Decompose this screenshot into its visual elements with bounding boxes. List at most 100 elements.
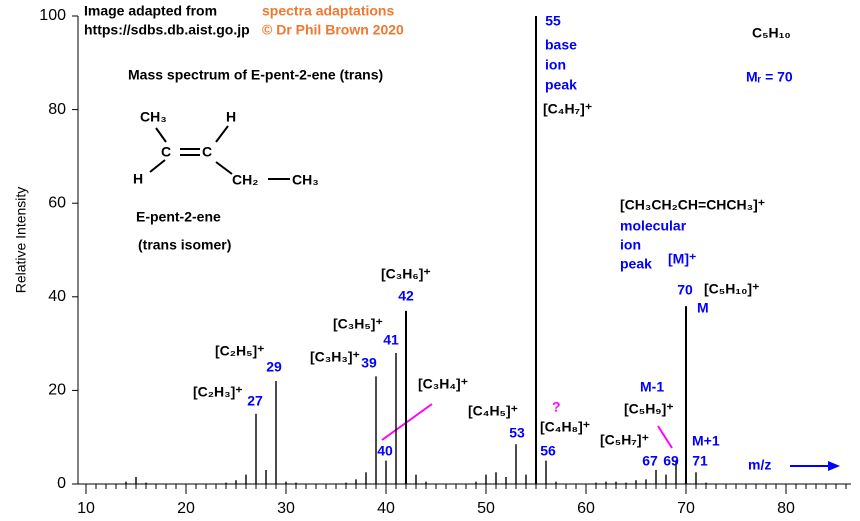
annotation: [CH₃CH₂CH=CHCH₃]⁺ <box>620 197 765 213</box>
annotation: [C₃H₆]⁺ <box>381 266 431 282</box>
x-tick-label: 30 <box>277 500 295 517</box>
annotation: [C₅H₉]⁺ <box>624 401 674 417</box>
y-tick-label: 80 <box>48 101 66 118</box>
x-tick-label: 10 <box>77 500 95 517</box>
x-tick-label: 40 <box>377 500 395 517</box>
annotation: molecular <box>620 218 687 234</box>
bar <box>365 472 367 484</box>
peak-label: 53 <box>509 425 525 441</box>
bar <box>275 381 277 484</box>
annotation: CH₃ <box>292 172 319 188</box>
bar <box>375 376 377 484</box>
bar <box>635 480 637 484</box>
x-tick-label: 50 <box>477 500 495 517</box>
bar <box>425 481 427 484</box>
peak-label: 55 <box>545 13 561 29</box>
annotation: H <box>226 109 236 125</box>
bar <box>535 16 537 484</box>
peak-label: 67 <box>642 453 658 469</box>
bar <box>525 474 527 484</box>
bar <box>675 460 677 484</box>
bar <box>555 481 557 484</box>
bar <box>245 474 247 484</box>
bar <box>355 479 357 484</box>
annotation: [C₄H₇]⁺ <box>543 101 592 117</box>
y-axis-label: Relative Intensity <box>13 187 29 294</box>
bar <box>495 472 497 484</box>
bar <box>135 476 137 484</box>
annotation: C₅H₁₀ <box>752 25 791 41</box>
bar <box>395 352 397 484</box>
annotation: Mᵣ = 70 <box>746 69 793 85</box>
peak-label: 70 <box>677 282 693 298</box>
y-tick-label: 40 <box>48 288 66 305</box>
annotation: peak <box>620 256 652 272</box>
bar <box>645 479 647 484</box>
annotation: M-1 <box>640 379 664 395</box>
peak-label: 40 <box>377 443 393 459</box>
peak-label: 69 <box>663 453 679 469</box>
structure-bonds <box>149 125 290 180</box>
bar <box>655 469 657 484</box>
annotation: [M]⁺ <box>668 251 696 267</box>
annotation: https://sdbs.db.aist.go.jp <box>84 22 250 38</box>
annotation: spectra adaptations <box>262 3 394 19</box>
x-tick-label: 60 <box>577 500 595 517</box>
peak-label: 42 <box>398 288 414 304</box>
annotation: [C₂H₅]⁺ <box>215 343 265 359</box>
annotation: CH₂ <box>232 172 258 188</box>
bar <box>295 482 297 484</box>
bar <box>665 474 667 484</box>
annotation: [C₄H₅]⁺ <box>468 403 518 419</box>
bar <box>475 481 477 484</box>
bar <box>145 482 147 484</box>
bar <box>225 482 227 484</box>
annotation: ? <box>552 399 561 415</box>
annotation: (trans isomer) <box>138 237 231 253</box>
arrow-head <box>828 461 840 471</box>
bar <box>595 482 597 484</box>
x-tick-label: 20 <box>177 500 195 517</box>
bar <box>685 306 687 484</box>
annotation: Image adapted from <box>84 3 217 19</box>
peak-label: 56 <box>540 443 556 459</box>
annotation: ion <box>620 237 641 253</box>
bar <box>385 460 387 484</box>
annotation: base <box>545 37 577 53</box>
bar <box>485 474 487 484</box>
x-tick-label: 70 <box>677 500 695 517</box>
bar <box>345 482 347 484</box>
annotation: © Dr Phil Brown 2020 <box>262 22 404 38</box>
annotation: [C₃H₃]⁺ <box>310 349 360 365</box>
bar <box>545 460 547 484</box>
bar <box>625 482 627 484</box>
bar <box>255 413 257 484</box>
annotation: [C₅H₁₀]⁺ <box>704 281 759 297</box>
annotation: M+1 <box>692 433 720 449</box>
bar <box>615 481 617 484</box>
annotation: CH₃ <box>140 109 167 125</box>
bar <box>505 476 507 484</box>
x-tick-label: 80 <box>777 500 795 517</box>
annotation: E-pent-2-ene <box>136 209 221 225</box>
bar <box>235 480 237 484</box>
annotation: [C₂H₃]⁺ <box>193 384 243 400</box>
bar <box>515 444 517 484</box>
bar <box>405 310 407 484</box>
bar <box>285 481 287 484</box>
annotation: C <box>161 144 171 160</box>
peak-label: 71 <box>692 453 708 469</box>
peak-label: 39 <box>361 355 377 371</box>
bar <box>705 482 707 484</box>
peak-label: 29 <box>266 359 282 375</box>
bar <box>415 474 417 484</box>
bar <box>265 469 267 484</box>
annotation: H <box>133 171 143 187</box>
annotation: [C₄H₈]⁺ <box>540 419 590 435</box>
pointer <box>657 425 673 449</box>
y-tick-label: 20 <box>48 382 66 399</box>
annotation: ion <box>545 57 566 73</box>
y-tick-label: 100 <box>39 7 66 24</box>
annotation: M <box>697 300 709 316</box>
